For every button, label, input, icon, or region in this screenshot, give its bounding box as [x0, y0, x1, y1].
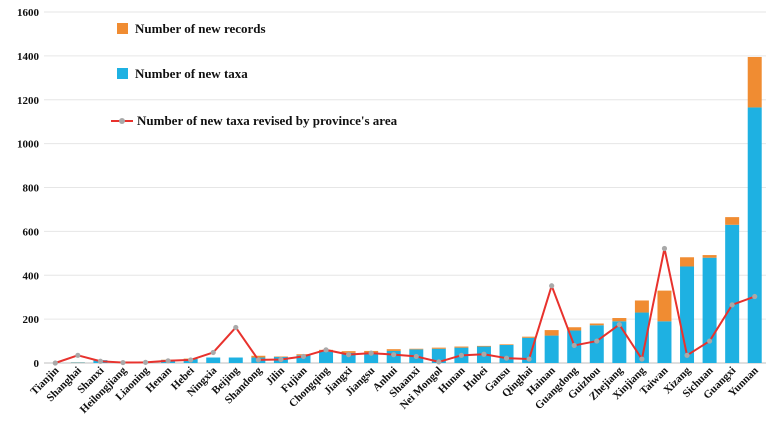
- bar-new-taxa: [544, 335, 559, 363]
- line-point: [255, 357, 261, 363]
- revised-line: [52, 245, 758, 366]
- bar-new-taxa: [680, 266, 695, 363]
- y-tick-label: 1200: [17, 95, 40, 107]
- bar-new-records: [431, 347, 446, 349]
- y-tick-label: 400: [23, 270, 40, 282]
- line-point: [594, 338, 600, 344]
- line-point: [571, 342, 577, 349]
- bar-new-taxa: [431, 348, 446, 363]
- line-point: [300, 353, 307, 360]
- y-tick-label: 0: [34, 358, 40, 370]
- legend-swatch-new-records: [117, 23, 128, 34]
- bar-new-taxa: [341, 352, 356, 363]
- bar-new-records: [725, 217, 740, 225]
- bar-new-records: [680, 257, 695, 267]
- line-revised-series: [54, 247, 756, 364]
- line-point: [142, 359, 149, 365]
- bar-new-records: [612, 318, 627, 322]
- line-point: [526, 356, 532, 362]
- bar-new-records: [341, 351, 356, 353]
- legend-swatch-new-taxa: [117, 68, 128, 79]
- bar-new-records: [251, 355, 266, 358]
- bar-new-taxa: [522, 337, 537, 363]
- line-point: [503, 355, 510, 361]
- line-point: [233, 324, 239, 331]
- bar-new-taxa: [747, 107, 762, 363]
- line-point: [52, 360, 58, 366]
- bar-new-records: [747, 56, 762, 108]
- line-point: [684, 352, 690, 358]
- bar-new-taxa: [725, 224, 740, 363]
- bar-new-taxa: [206, 357, 221, 363]
- bar-new-records: [634, 300, 649, 313]
- line-point: [97, 358, 104, 364]
- y-axis: 0 200 400 600 800 1000 1200 1400 1600: [17, 7, 40, 370]
- bar-new-taxa: [589, 325, 604, 363]
- line-point: [436, 359, 442, 365]
- legend: Number of new records Number of new taxa…: [111, 21, 398, 128]
- y-tick-label: 200: [23, 314, 40, 326]
- line-point: [752, 293, 758, 300]
- line-point: [345, 352, 352, 358]
- line-point: [549, 283, 555, 289]
- line-point: [616, 322, 622, 328]
- line-point: [639, 356, 645, 362]
- bar-new-records: [522, 336, 537, 338]
- line-point: [165, 358, 171, 364]
- line-point: [458, 352, 465, 358]
- bar-new-taxa: [364, 352, 379, 363]
- line-point: [729, 302, 735, 308]
- legend-label-revised: Number of new taxa revised by province's…: [137, 113, 398, 128]
- line-point: [368, 350, 374, 356]
- bar-new-records: [544, 330, 559, 336]
- line-point: [706, 338, 713, 344]
- line-point: [75, 352, 81, 358]
- y-tick-label: 600: [23, 226, 40, 238]
- line-point: [210, 349, 216, 356]
- y-tick-label: 800: [23, 183, 40, 195]
- legend-marker-revised: [119, 118, 125, 124]
- bar-new-taxa: [319, 351, 334, 363]
- bar-new-records: [454, 346, 469, 348]
- bar-new-records: [589, 323, 604, 326]
- bar-new-records: [657, 290, 672, 322]
- bar-new-taxa: [634, 312, 649, 363]
- x-axis: TianjinShanghaiShanxiHeilongjiangLiaonin…: [28, 364, 760, 416]
- bar-new-records: [702, 255, 717, 258]
- legend-label-new-taxa: Number of new taxa: [135, 66, 248, 81]
- bar-new-records: [409, 348, 424, 350]
- line-point: [413, 353, 419, 360]
- y-tick-label: 1600: [17, 7, 40, 19]
- bar-new-taxa: [702, 257, 717, 363]
- y-tick-label: 1000: [17, 139, 40, 151]
- line-point: [391, 352, 397, 358]
- line-point: [278, 356, 284, 363]
- gridlines: [44, 11, 766, 364]
- bar-new-taxa: [296, 355, 311, 363]
- line-point: [188, 357, 194, 363]
- line-point: [661, 245, 668, 252]
- bar-new-taxa: [228, 357, 243, 363]
- bar-new-records: [567, 327, 582, 331]
- bar-new-records: [499, 344, 514, 346]
- bar-new-records: [476, 345, 491, 347]
- line-point: [120, 359, 126, 366]
- bar-new-taxa: [657, 321, 672, 363]
- x-tick-label: Henan: [144, 365, 175, 396]
- bars: [70, 56, 762, 363]
- line-point: [481, 351, 487, 357]
- bar-new-records: [386, 349, 401, 351]
- legend-label-new-records: Number of new records: [135, 21, 266, 36]
- y-tick-label: 1400: [17, 51, 40, 63]
- line-point: [323, 347, 329, 353]
